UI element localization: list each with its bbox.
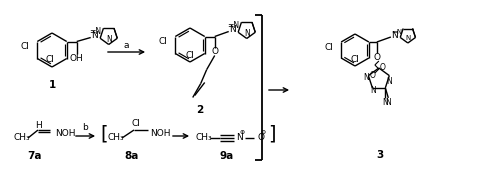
Text: [: [ [100, 124, 108, 143]
Text: Cl: Cl [158, 37, 168, 46]
Text: CH₃: CH₃ [196, 133, 212, 142]
Text: N: N [386, 77, 392, 86]
Text: O: O [380, 64, 386, 73]
Text: 8a: 8a [125, 151, 139, 161]
Text: O: O [374, 52, 380, 61]
Text: a: a [124, 41, 129, 50]
Text: N: N [405, 35, 410, 41]
Text: ⊖: ⊖ [260, 129, 266, 135]
Text: O: O [211, 47, 218, 56]
Text: O: O [370, 71, 376, 80]
Text: N: N [370, 86, 376, 95]
Text: Cl: Cl [46, 55, 54, 65]
Text: N: N [382, 98, 388, 107]
Text: N: N [230, 25, 236, 34]
Text: =N: =N [391, 29, 402, 35]
Text: CH₃: CH₃ [108, 133, 124, 142]
Text: N: N [236, 133, 243, 142]
Text: N: N [92, 31, 98, 40]
Text: ⊕: ⊕ [240, 129, 244, 135]
Text: b: b [82, 123, 88, 132]
Text: 7a: 7a [28, 151, 42, 161]
Text: Cl: Cl [20, 42, 30, 51]
Text: N: N [386, 98, 391, 107]
Text: =N: =N [90, 27, 102, 36]
Text: Cl: Cl [350, 55, 360, 64]
Text: N: N [106, 35, 112, 44]
Text: N: N [244, 29, 250, 38]
Text: 1: 1 [48, 80, 56, 90]
Text: Cl: Cl [186, 50, 194, 60]
Text: N: N [392, 31, 398, 40]
Text: CH₃: CH₃ [14, 133, 30, 142]
Text: O: O [257, 133, 264, 142]
Text: N: N [364, 73, 370, 82]
Text: Cl: Cl [324, 42, 333, 51]
Text: OH: OH [70, 54, 84, 63]
Text: H: H [36, 121, 43, 129]
Text: 9a: 9a [220, 151, 234, 161]
Text: ]: ] [268, 124, 276, 143]
Text: =N: =N [228, 21, 239, 30]
Text: Cl: Cl [132, 119, 140, 128]
Text: 2: 2 [196, 105, 203, 115]
Text: NOH: NOH [55, 129, 76, 138]
Text: 3: 3 [376, 150, 384, 160]
Text: NOH: NOH [150, 129, 171, 138]
